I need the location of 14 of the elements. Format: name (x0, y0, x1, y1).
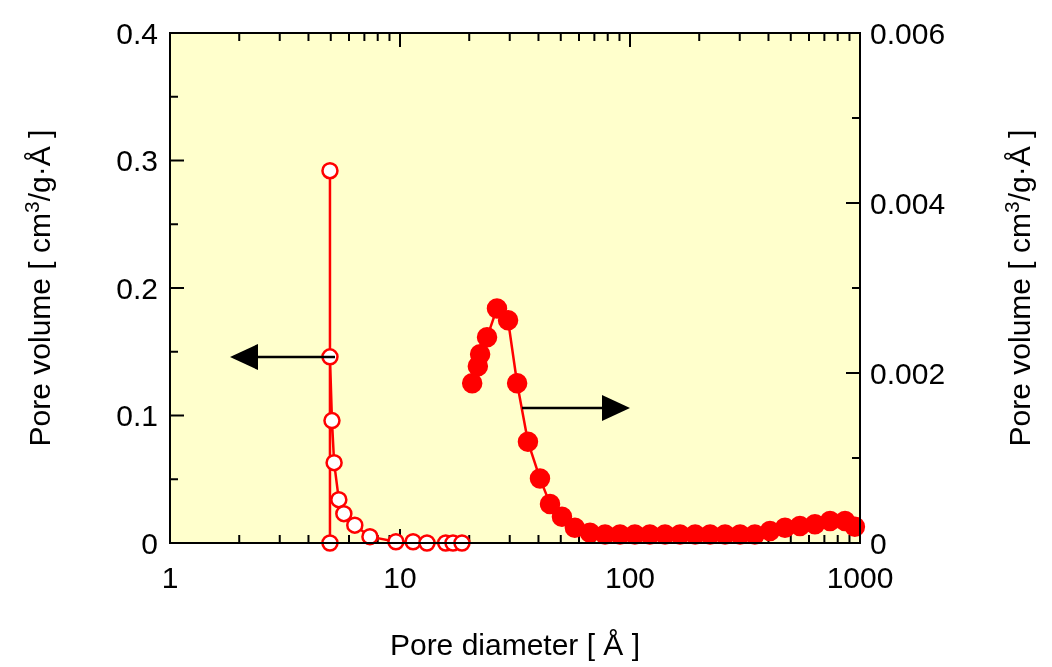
y-tick-label: 0.3 (116, 144, 158, 177)
x-tick-label: 100 (604, 561, 656, 594)
y-tick-label: 0.1 (116, 399, 158, 432)
y-tick-label: 0.4 (116, 16, 158, 50)
x-axis-title: Pore diameter [ Å ] (389, 628, 641, 661)
x-tick-label: 1 (161, 561, 179, 594)
x-tick-label: 10 (383, 561, 417, 594)
y2-tick-label: 0 (870, 526, 887, 560)
y-tick-label: 0 (141, 526, 158, 560)
y2-tick-label: 0.004 (870, 186, 946, 220)
y2-tick-label: 0.006 (870, 16, 946, 50)
y2-tick-label: 0.002 (870, 356, 946, 390)
x-tick-label: 1000 (826, 561, 894, 594)
y-tick-label: 0.2 (116, 271, 158, 305)
